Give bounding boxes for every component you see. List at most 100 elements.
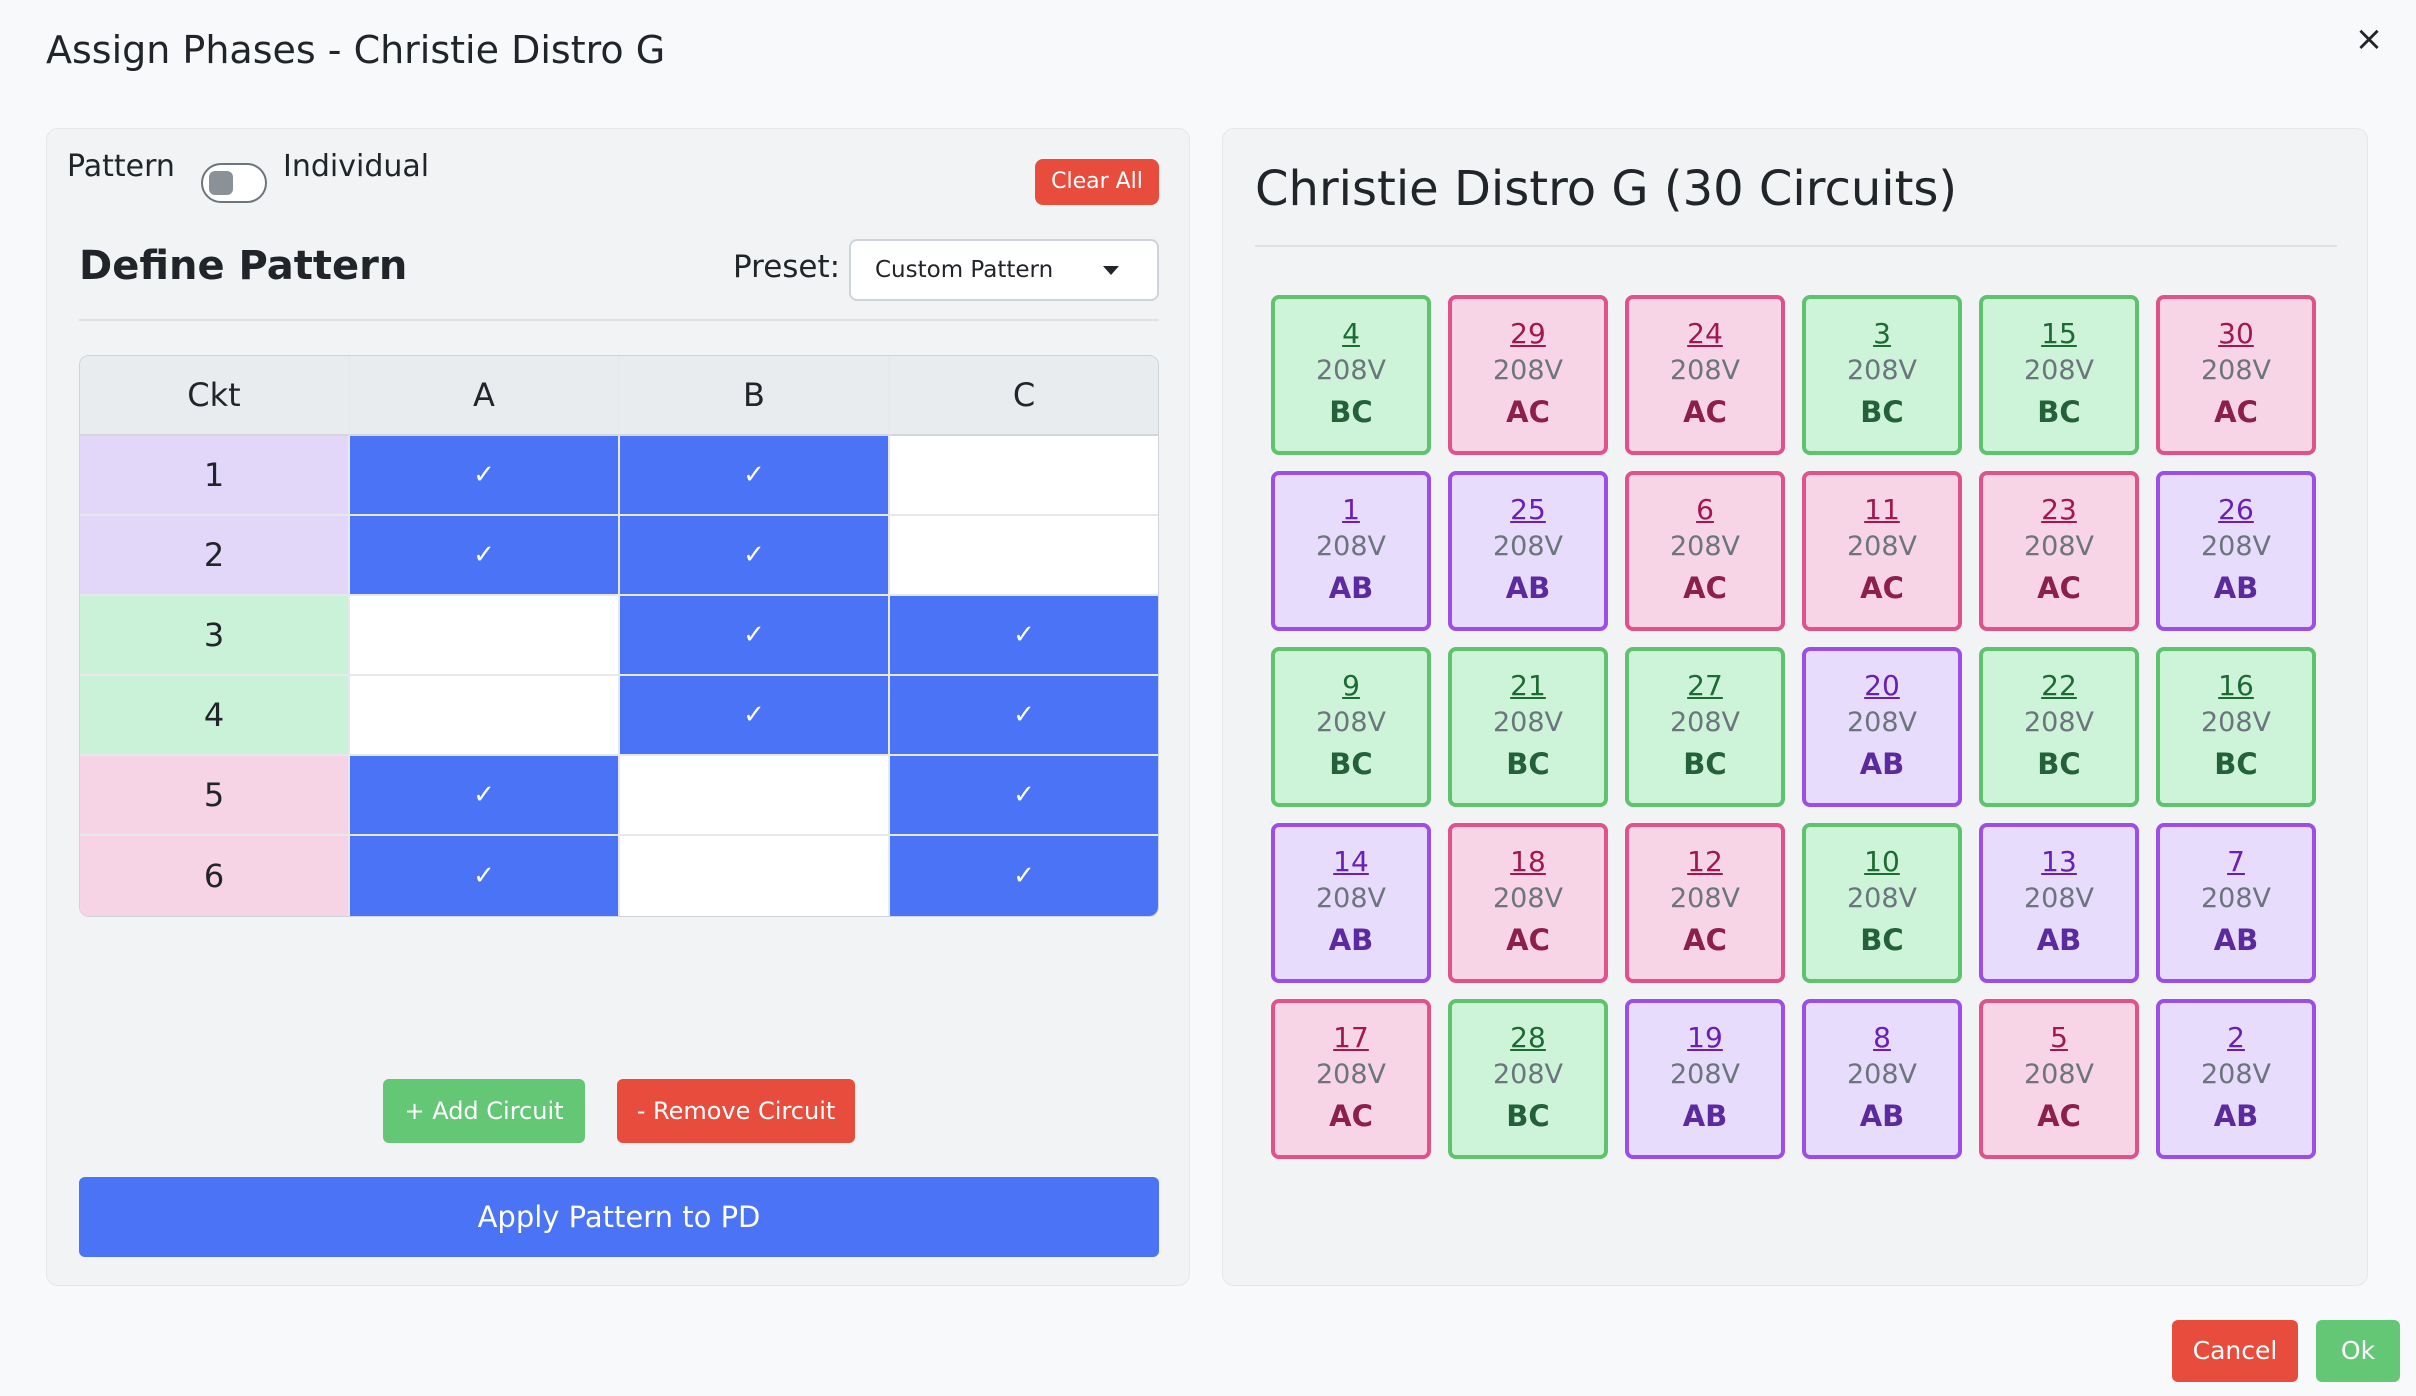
circuit-phase: BC bbox=[1683, 747, 1727, 781]
circuit-card[interactable]: 1 208V AB bbox=[1271, 471, 1431, 631]
circuit-card[interactable]: 28 208V BC bbox=[1448, 999, 1608, 1159]
circuit-number-link[interactable]: 5 bbox=[2050, 1021, 2068, 1054]
circuit-number-link[interactable]: 9 bbox=[1342, 669, 1360, 702]
pattern-row: 2 ✓ ✓ bbox=[80, 516, 1158, 596]
circuit-number-link[interactable]: 25 bbox=[1510, 493, 1546, 526]
check-icon: ✓ bbox=[743, 700, 765, 730]
preset-select[interactable]: Custom Pattern bbox=[849, 239, 1159, 301]
circuit-card[interactable]: 9 208V BC bbox=[1271, 647, 1431, 807]
phase-a-cell[interactable]: ✓ bbox=[350, 836, 620, 916]
circuit-number-link[interactable]: 17 bbox=[1333, 1021, 1369, 1054]
circuit-card[interactable]: 4 208V BC bbox=[1271, 295, 1431, 455]
circuit-phase: AC bbox=[2214, 395, 2258, 429]
add-circuit-button[interactable]: + Add Circuit bbox=[383, 1079, 585, 1143]
circuit-number-link[interactable]: 26 bbox=[2218, 493, 2254, 526]
phase-c-cell[interactable]: ✓ bbox=[890, 676, 1158, 756]
circuit-voltage: 208V bbox=[2023, 355, 2094, 386]
circuit-number-link[interactable]: 6 bbox=[1696, 493, 1714, 526]
phase-c-cell[interactable]: ✓ bbox=[890, 836, 1158, 916]
circuit-card[interactable]: 14 208V AB bbox=[1271, 823, 1431, 983]
circuit-card[interactable]: 16 208V BC bbox=[2156, 647, 2316, 807]
circuit-card[interactable]: 3 208V BC bbox=[1802, 295, 1962, 455]
circuit-card[interactable]: 7 208V AB bbox=[2156, 823, 2316, 983]
circuit-number-link[interactable]: 22 bbox=[2041, 669, 2077, 702]
circuit-card[interactable]: 22 208V BC bbox=[1979, 647, 2139, 807]
ok-button[interactable]: Ok bbox=[2316, 1320, 2400, 1382]
circuit-phase: AC bbox=[1683, 395, 1727, 429]
circuit-number-link[interactable]: 23 bbox=[2041, 493, 2077, 526]
circuit-card[interactable]: 24 208V AC bbox=[1625, 295, 1785, 455]
phase-b-cell[interactable] bbox=[620, 756, 890, 836]
circuit-card[interactable]: 27 208V BC bbox=[1625, 647, 1785, 807]
circuit-number-link[interactable]: 13 bbox=[2041, 845, 2077, 878]
circuit-card[interactable]: 8 208V AB bbox=[1802, 999, 1962, 1159]
circuit-number-link[interactable]: 19 bbox=[1687, 1021, 1723, 1054]
circuit-voltage: 208V bbox=[2200, 883, 2271, 914]
phase-a-cell[interactable]: ✓ bbox=[350, 756, 620, 836]
circuit-card[interactable]: 11 208V AC bbox=[1802, 471, 1962, 631]
circuit-card[interactable]: 25 208V AB bbox=[1448, 471, 1608, 631]
pattern-mode-label: Pattern bbox=[67, 149, 175, 184]
close-icon[interactable]: × bbox=[2354, 19, 2384, 59]
phase-a-cell[interactable]: ✓ bbox=[350, 516, 620, 596]
header-phase-c: C bbox=[890, 356, 1158, 436]
circuit-number-link[interactable]: 2 bbox=[2227, 1021, 2245, 1054]
phase-c-cell[interactable]: ✓ bbox=[890, 596, 1158, 676]
phase-c-cell[interactable]: ✓ bbox=[890, 756, 1158, 836]
clear-all-button[interactable]: Clear All bbox=[1035, 159, 1159, 205]
circuit-card[interactable]: 18 208V AC bbox=[1448, 823, 1608, 983]
circuit-card[interactable]: 21 208V BC bbox=[1448, 647, 1608, 807]
circuit-number-link[interactable]: 24 bbox=[1687, 317, 1723, 350]
circuit-number-link[interactable]: 28 bbox=[1510, 1021, 1546, 1054]
circuit-card[interactable]: 29 208V AC bbox=[1448, 295, 1608, 455]
circuit-card[interactable]: 10 208V BC bbox=[1802, 823, 1962, 983]
circuit-card[interactable]: 23 208V AC bbox=[1979, 471, 2139, 631]
circuit-card[interactable]: 17 208V AC bbox=[1271, 999, 1431, 1159]
phase-b-cell[interactable]: ✓ bbox=[620, 436, 890, 516]
circuit-card[interactable]: 13 208V AB bbox=[1979, 823, 2139, 983]
circuit-card[interactable]: 30 208V AC bbox=[2156, 295, 2316, 455]
circuit-number-link[interactable]: 14 bbox=[1333, 845, 1369, 878]
apply-pattern-button[interactable]: Apply Pattern to PD bbox=[79, 1177, 1159, 1257]
phase-b-cell[interactable]: ✓ bbox=[620, 676, 890, 756]
circuit-number-link[interactable]: 3 bbox=[1873, 317, 1891, 350]
circuit-number-link[interactable]: 8 bbox=[1873, 1021, 1891, 1054]
circuit-number-link[interactable]: 12 bbox=[1687, 845, 1723, 878]
phase-c-cell[interactable] bbox=[890, 436, 1158, 516]
circuit-number-link[interactable]: 10 bbox=[1864, 845, 1900, 878]
circuit-number-link[interactable]: 29 bbox=[1510, 317, 1546, 350]
remove-circuit-button[interactable]: - Remove Circuit bbox=[617, 1079, 855, 1143]
phase-b-cell[interactable]: ✓ bbox=[620, 596, 890, 676]
circuit-card[interactable]: 2 208V AB bbox=[2156, 999, 2316, 1159]
circuit-number-link[interactable]: 21 bbox=[1510, 669, 1546, 702]
circuit-card[interactable]: 6 208V AC bbox=[1625, 471, 1785, 631]
circuit-phase: AC bbox=[1683, 923, 1727, 957]
phase-a-cell[interactable]: ✓ bbox=[350, 436, 620, 516]
circuit-number-link[interactable]: 15 bbox=[2041, 317, 2077, 350]
circuit-number-link[interactable]: 20 bbox=[1864, 669, 1900, 702]
phase-b-cell[interactable]: ✓ bbox=[620, 516, 890, 596]
circuit-number-link[interactable]: 16 bbox=[2218, 669, 2254, 702]
circuit-voltage: 208V bbox=[2023, 883, 2094, 914]
circuit-card[interactable]: 12 208V AC bbox=[1625, 823, 1785, 983]
circuit-card[interactable]: 26 208V AB bbox=[2156, 471, 2316, 631]
phase-a-cell[interactable] bbox=[350, 676, 620, 756]
circuit-number-link[interactable]: 4 bbox=[1342, 317, 1360, 350]
circuit-voltage: 208V bbox=[2023, 707, 2094, 738]
circuit-number-link[interactable]: 30 bbox=[2218, 317, 2254, 350]
pattern-individual-toggle[interactable] bbox=[201, 163, 267, 203]
circuit-number-link[interactable]: 27 bbox=[1687, 669, 1723, 702]
circuit-phase: AB bbox=[2213, 571, 2259, 605]
circuit-card[interactable]: 20 208V AB bbox=[1802, 647, 1962, 807]
circuit-number-link[interactable]: 11 bbox=[1864, 493, 1900, 526]
cancel-button[interactable]: Cancel bbox=[2172, 1320, 2298, 1382]
circuit-number-link[interactable]: 7 bbox=[2227, 845, 2245, 878]
circuit-card[interactable]: 15 208V BC bbox=[1979, 295, 2139, 455]
circuit-number-link[interactable]: 18 bbox=[1510, 845, 1546, 878]
circuit-card[interactable]: 19 208V AB bbox=[1625, 999, 1785, 1159]
circuit-card[interactable]: 5 208V AC bbox=[1979, 999, 2139, 1159]
phase-b-cell[interactable] bbox=[620, 836, 890, 916]
circuit-number-link[interactable]: 1 bbox=[1342, 493, 1360, 526]
phase-a-cell[interactable] bbox=[350, 596, 620, 676]
phase-c-cell[interactable] bbox=[890, 516, 1158, 596]
